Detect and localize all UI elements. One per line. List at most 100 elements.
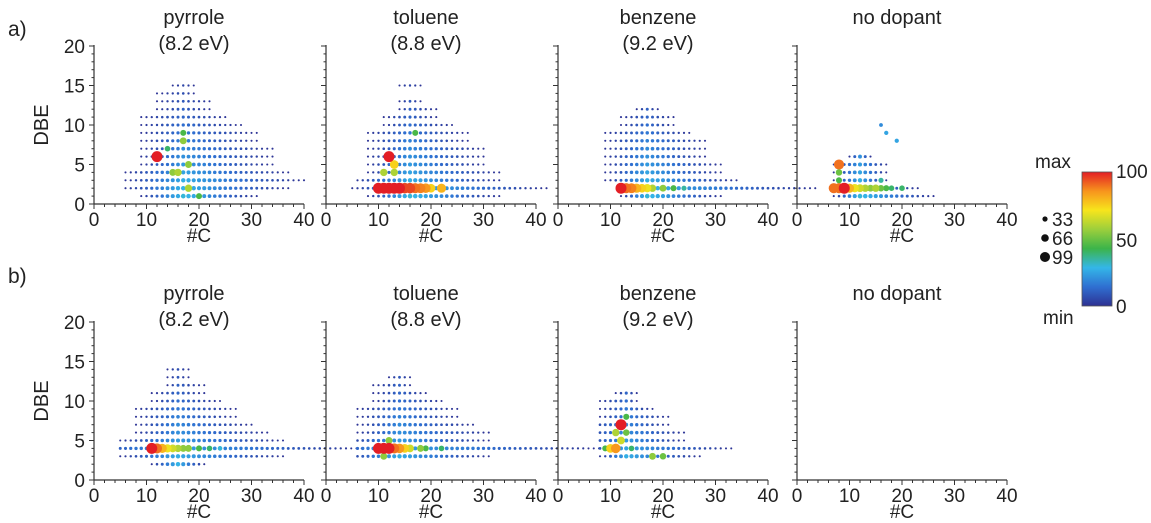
- data-point: [197, 407, 201, 411]
- data-point: [392, 383, 396, 387]
- data-point: [868, 178, 873, 183]
- data-point: [150, 399, 153, 403]
- panel-subtitle: (8.2 eV): [158, 309, 229, 331]
- data-point: [207, 430, 212, 435]
- size-legend-label-99: 99: [1052, 248, 1073, 269]
- data-point: [224, 407, 227, 411]
- data-point: [271, 155, 274, 158]
- data-point: [640, 146, 644, 151]
- data-point: [140, 131, 143, 134]
- x-tick-label: 10: [839, 486, 860, 507]
- data-point: [181, 399, 185, 403]
- data-point: [218, 431, 222, 435]
- data-point: [714, 163, 717, 166]
- data-point: [372, 392, 375, 395]
- data-point: [229, 147, 232, 151]
- data-point: [387, 116, 391, 119]
- data-point: [645, 162, 650, 167]
- data-point: [170, 194, 175, 199]
- data-point: [635, 407, 639, 411]
- data-point: [661, 154, 665, 159]
- data-point: [356, 423, 359, 426]
- data-point: [366, 454, 370, 458]
- data-point: [487, 194, 490, 198]
- data-point: [372, 131, 375, 134]
- data-point: [735, 179, 738, 182]
- data-point: [245, 131, 248, 134]
- data-point-highlight: [195, 193, 203, 200]
- data-point: [640, 131, 644, 135]
- data-point: [629, 170, 634, 175]
- data-point: [624, 155, 628, 159]
- data-point: [186, 170, 191, 175]
- data-point: [708, 178, 712, 182]
- size-legend-dot-small: [1042, 216, 1048, 222]
- data-point: [714, 179, 717, 182]
- data-point: [561, 447, 564, 450]
- data-point: [857, 193, 863, 199]
- data-point: [213, 415, 217, 419]
- data-point: [392, 178, 397, 183]
- data-point: [609, 171, 612, 174]
- panel-a-2: toluene(8.8 eV)0 10 20 30 40#C: [321, 7, 548, 247]
- data-point: [471, 171, 475, 174]
- data-point: [418, 454, 423, 459]
- y-axis-label: DBE: [31, 104, 53, 145]
- data-point: [429, 415, 433, 419]
- data-point: [377, 194, 380, 198]
- data-point: [466, 155, 469, 158]
- data-point: [218, 178, 222, 183]
- data-point: [234, 131, 237, 135]
- data-point: [171, 376, 174, 379]
- x-tick-label: 10: [600, 486, 621, 507]
- data-point: [134, 171, 138, 174]
- data-point: [450, 454, 454, 458]
- data-point: [619, 123, 623, 127]
- data-point: [218, 194, 222, 198]
- data-point: [624, 147, 628, 151]
- data-point: [598, 431, 602, 434]
- row-label-b: b): [8, 265, 27, 288]
- data-point: [155, 438, 159, 443]
- data-point: [661, 123, 665, 127]
- data-point: [492, 186, 496, 190]
- data-point: [403, 407, 407, 411]
- data-point: [604, 171, 607, 174]
- data-point: [471, 423, 475, 426]
- data-point: [650, 178, 655, 183]
- data-point: [176, 123, 180, 127]
- data-point: [202, 178, 207, 183]
- data-point: [170, 462, 175, 467]
- data-point: [176, 84, 180, 87]
- data-point: [629, 155, 634, 159]
- data-point: [624, 178, 628, 182]
- data-point: [619, 155, 623, 158]
- data-point: [387, 178, 391, 183]
- data-point: [292, 179, 295, 182]
- data-point: [868, 170, 873, 175]
- data-point: [187, 84, 190, 87]
- data-point: [640, 107, 644, 111]
- data-point: [271, 187, 274, 190]
- data-point: [175, 461, 181, 467]
- data-point: [418, 430, 423, 435]
- data-point: [145, 415, 148, 418]
- data-point: [392, 194, 397, 198]
- data-point: [402, 430, 407, 435]
- data-point: [250, 131, 253, 134]
- data-point: [666, 446, 670, 451]
- data-point: [176, 407, 180, 411]
- data-point: [645, 415, 649, 419]
- data-point: [640, 115, 644, 119]
- data-point: [471, 194, 475, 198]
- data-point: [145, 123, 148, 127]
- data-point: [124, 439, 127, 442]
- data-point: [281, 187, 285, 190]
- y-tick-label: 10: [64, 392, 85, 413]
- data-point: [682, 155, 686, 158]
- data-point: [197, 154, 201, 159]
- data-point: [387, 454, 391, 459]
- data-point: [150, 178, 154, 182]
- data-point: [787, 187, 791, 190]
- data-point: [408, 115, 412, 119]
